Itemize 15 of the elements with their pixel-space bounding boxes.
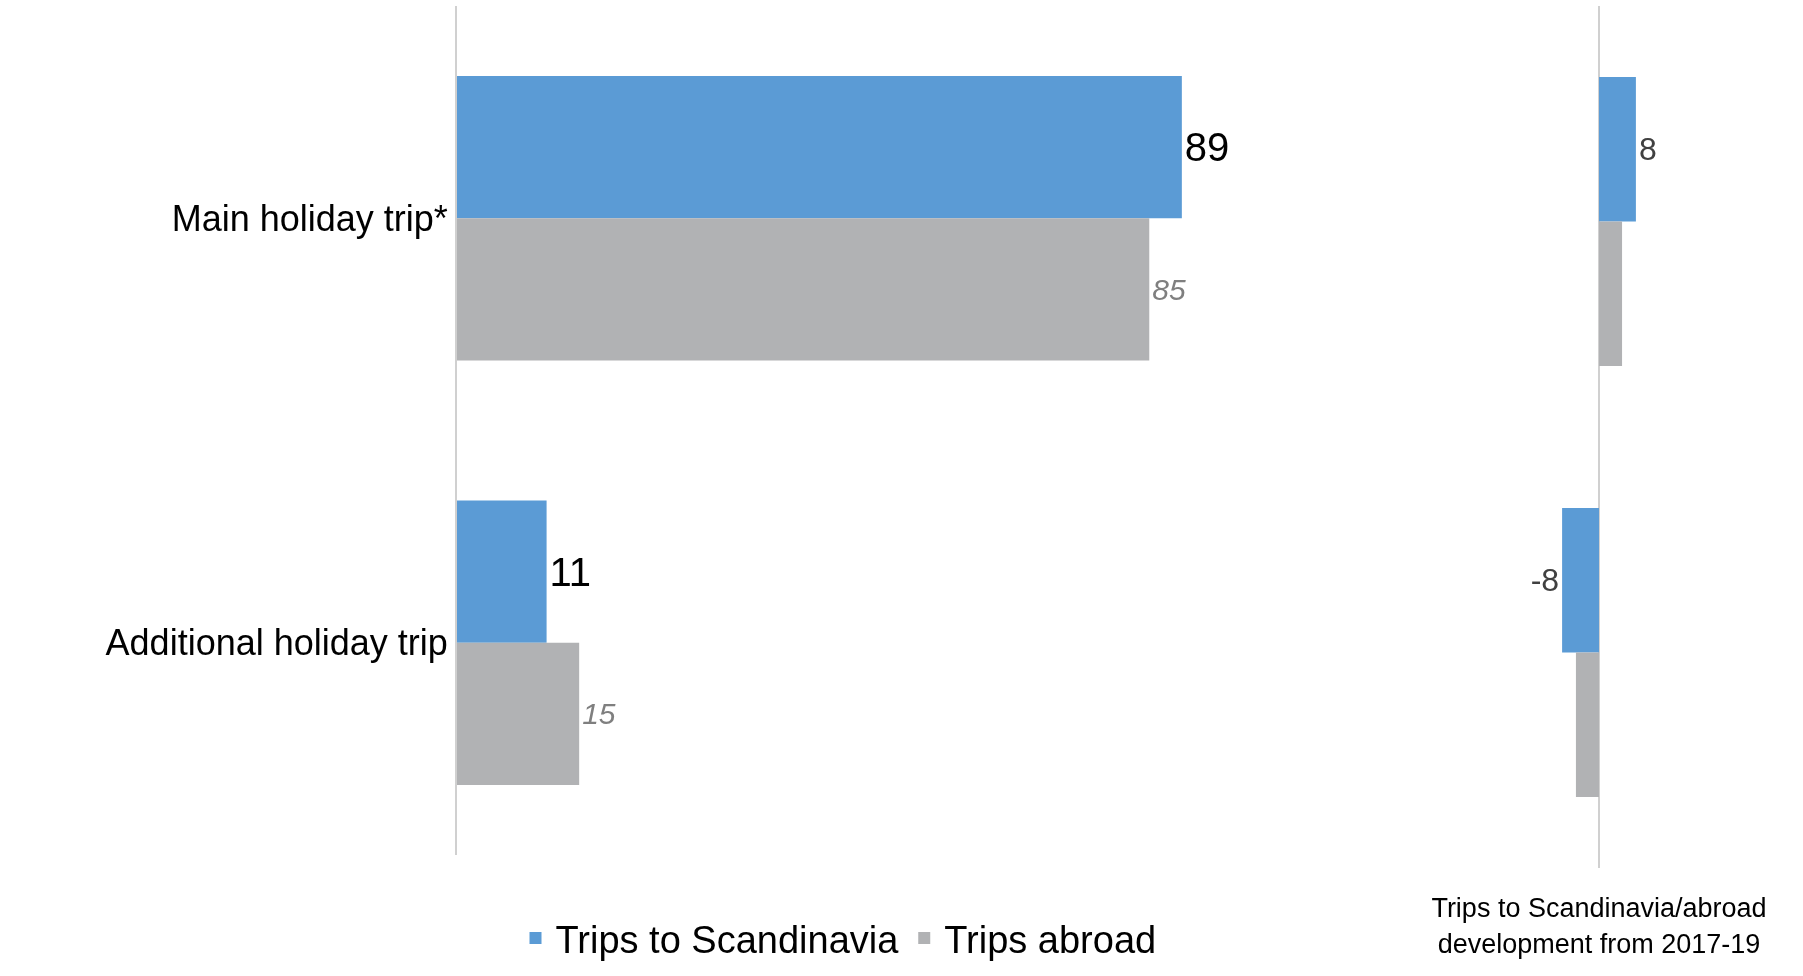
- x-axis-title: Trips to Scandinavia/abroad development from 2017-19: [1431, 893, 1767, 959]
- data-label: 85: [1152, 272, 1186, 306]
- data-label: -8: [1530, 562, 1560, 599]
- bar: [457, 218, 1150, 361]
- bar: [457, 500, 547, 643]
- data-label: 8: [1638, 131, 1657, 168]
- data-label: 89: [1184, 125, 1230, 170]
- legend-label: Trips to Scandinavia: [555, 918, 900, 961]
- bar: [457, 76, 1182, 219]
- bar: [457, 642, 580, 785]
- data-label: 11: [549, 549, 592, 594]
- data-label: 15: [582, 697, 616, 731]
- legend-label: Trips abroad: [944, 918, 1157, 961]
- y-tick-label: Additional holiday trip: [105, 622, 448, 664]
- y-tick-label: Main holiday trip*: [171, 197, 448, 239]
